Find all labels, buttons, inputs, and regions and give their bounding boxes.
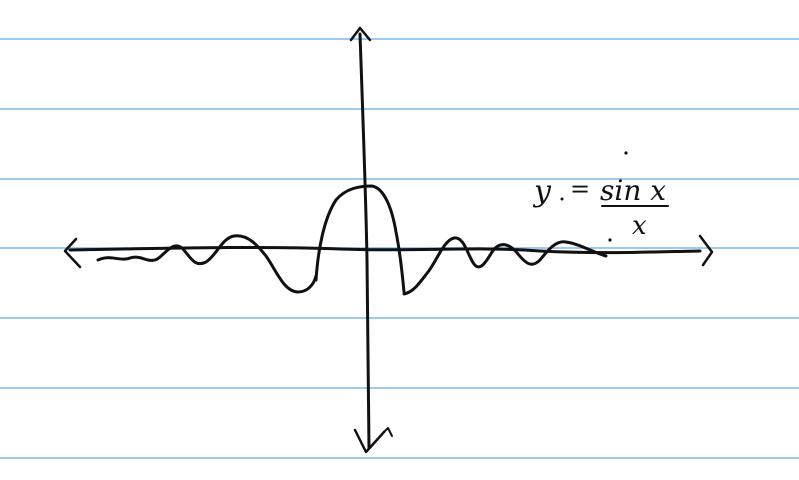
x-axis [63, 234, 714, 269]
curve-left-branch [96, 234, 318, 294]
x-axis-line [68, 245, 702, 255]
equation-equals: = [570, 175, 590, 203]
y-axis [349, 26, 393, 454]
y-axis-line [358, 32, 371, 450]
y-axis-bottom-scribble [383, 427, 393, 437]
y-axis-top-arrowhead [349, 26, 372, 42]
curve-right-branch [402, 236, 608, 296]
ink-dot [560, 197, 564, 201]
equation-label: y = sin x x [532, 151, 669, 242]
equation-lhs: y [532, 174, 552, 209]
curve-central-lobe [314, 184, 406, 294]
ink-dot [624, 151, 628, 155]
equation-numerator: sin x [600, 174, 666, 207]
x-axis-right-arrowhead [698, 234, 714, 267]
sinc-curve [96, 184, 608, 296]
equation-denominator: x [632, 211, 647, 241]
y-axis-bottom-arrowhead [353, 428, 386, 454]
ink-dot [608, 238, 612, 242]
x-axis-left-arrowhead [63, 237, 82, 269]
